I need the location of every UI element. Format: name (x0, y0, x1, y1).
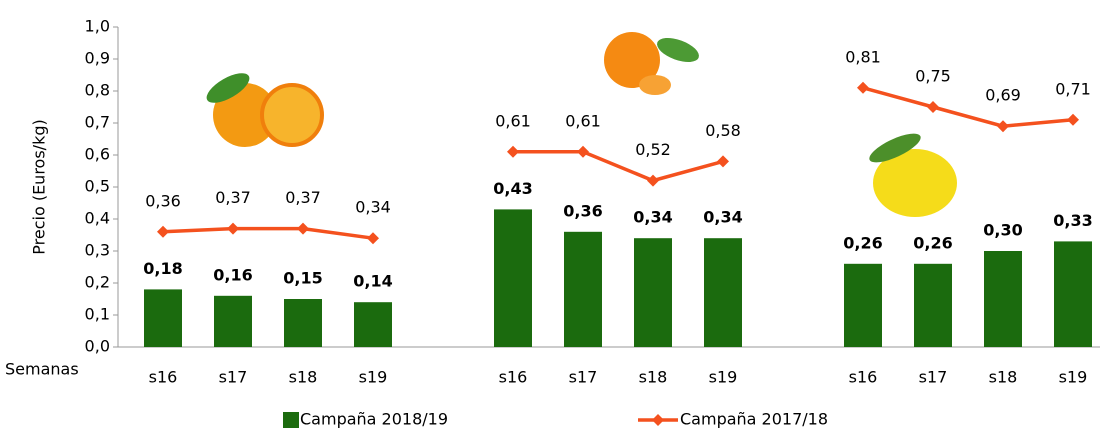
page: {"chart_data": {"type": "bar_line", "y_a… (0, 0, 1104, 433)
x-tick-label: s18 (289, 368, 318, 387)
bar (1054, 241, 1092, 347)
bar (284, 299, 322, 347)
bar-value-label: 0,33 (1053, 211, 1092, 230)
x-tick-label: s18 (639, 368, 668, 387)
orange-icon (202, 67, 322, 147)
line-marker (857, 82, 869, 94)
y-tick-label: 0,9 (85, 49, 110, 68)
line-marker (297, 223, 309, 235)
line-marker (997, 120, 1009, 132)
line-value-label: 0,37 (285, 188, 321, 207)
y-tick-label: 0,0 (85, 337, 110, 356)
lemon-icon (866, 128, 957, 217)
line-marker (717, 155, 729, 167)
mandarin-icon (604, 32, 702, 95)
bar (704, 238, 742, 347)
bar-value-label: 0,14 (353, 272, 392, 291)
x-tick-label: s16 (499, 368, 528, 387)
x-tick-label: s19 (359, 368, 388, 387)
bar (634, 238, 672, 347)
x-tick-label: s19 (709, 368, 738, 387)
legend-label: Campaña 2018/19 (300, 410, 448, 429)
x-tick-label: s17 (919, 368, 948, 387)
line-value-label: 0,61 (495, 111, 531, 130)
bar (144, 289, 182, 347)
y-tick-label: 0,7 (85, 113, 110, 132)
x-tick-label: s17 (569, 368, 598, 387)
y-tick-label: 1,0 (85, 17, 110, 36)
y-tick-label: 0,8 (85, 81, 110, 100)
line-marker (1067, 114, 1079, 126)
bar-value-label: 0,30 (983, 221, 1022, 240)
line-value-label: 0,81 (845, 47, 881, 66)
y-tick-label: 0,3 (85, 241, 110, 260)
line-value-label: 0,69 (985, 86, 1021, 105)
bar (354, 302, 392, 347)
x-tick-label: s16 (149, 368, 178, 387)
line-value-label: 0,71 (1055, 79, 1091, 98)
chart: Precio (Euros/kg) Semanas 0,0 0,1 0,2 0,3 0,… (0, 0, 1104, 433)
y-tick-label: 0,2 (85, 273, 110, 292)
bar-value-label: 0,36 (563, 201, 602, 220)
legend-swatch (283, 412, 299, 428)
bar (844, 264, 882, 347)
x-tick-label: s17 (219, 368, 248, 387)
bar (214, 296, 252, 347)
line-value-label: 0,61 (565, 111, 601, 130)
line-marker (157, 226, 169, 238)
x-tick-label: s18 (989, 368, 1018, 387)
bar-value-label: 0,26 (843, 233, 882, 252)
line-marker (647, 175, 659, 187)
legend-swatch-marker (652, 414, 664, 426)
y-tick-label: 0,1 (85, 305, 110, 324)
line-marker (227, 223, 239, 235)
x-tick-label: s19 (1059, 368, 1088, 387)
line-value-label: 0,58 (705, 121, 741, 140)
bar-value-label: 0,34 (633, 208, 672, 227)
line-value-label: 0,36 (145, 191, 181, 210)
x-tick-label: s16 (849, 368, 878, 387)
y-tick-label: 0,6 (85, 145, 110, 164)
bar-value-label: 0,18 (143, 259, 182, 278)
bar-value-label: 0,43 (493, 179, 532, 198)
line-value-label: 0,37 (215, 188, 251, 207)
bar-value-label: 0,16 (213, 265, 252, 284)
y-tick-label: 0,4 (85, 209, 110, 228)
legend-label: Campaña 2017/18 (680, 410, 828, 429)
bar-value-label: 0,15 (283, 269, 322, 288)
line-value-label: 0,75 (915, 67, 951, 86)
bar-value-label: 0,26 (913, 233, 952, 252)
y-tick-label: 0,5 (85, 177, 110, 196)
line-marker (507, 146, 519, 158)
bar-value-label: 0,34 (703, 208, 742, 227)
bar (564, 232, 602, 347)
line-marker (367, 232, 379, 244)
x-axis-title: Semanas (5, 360, 79, 379)
line-value-label: 0,52 (635, 140, 671, 159)
line-marker (927, 101, 939, 113)
line-value-label: 0,34 (355, 198, 391, 217)
bar (914, 264, 952, 347)
bar (984, 251, 1022, 347)
y-axis-title: Precio (Euros/kg) (30, 119, 49, 254)
bar (494, 209, 532, 347)
line-marker (577, 146, 589, 158)
